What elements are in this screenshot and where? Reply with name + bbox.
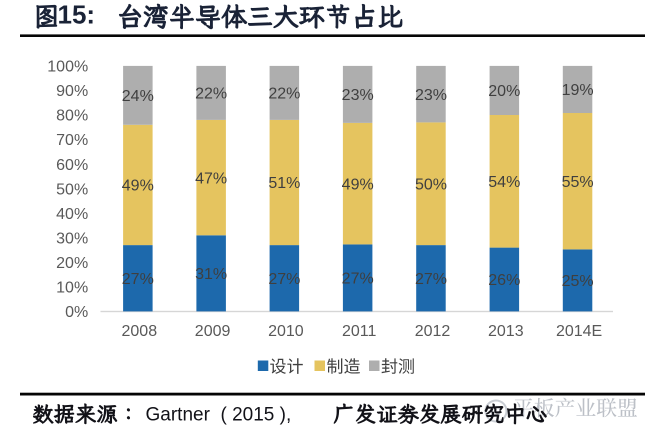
svg-text:80%: 80% <box>56 108 88 125</box>
svg-text:2011: 2011 <box>342 323 377 340</box>
svg-text:30%: 30% <box>56 230 88 247</box>
svg-text:49%: 49% <box>122 178 154 195</box>
svg-text:24%: 24% <box>122 88 154 105</box>
svg-text:55%: 55% <box>562 174 594 191</box>
svg-text:10%: 10% <box>56 280 88 297</box>
svg-text:2008: 2008 <box>122 323 158 340</box>
svg-text:20%: 20% <box>56 255 88 272</box>
svg-text:60%: 60% <box>56 157 88 174</box>
svg-text:47%: 47% <box>195 170 227 187</box>
svg-text:2009: 2009 <box>195 323 231 340</box>
svg-text:2010: 2010 <box>268 323 304 340</box>
svg-text:100%: 100% <box>47 59 88 76</box>
svg-text:27%: 27% <box>342 271 374 288</box>
svg-text:15:: 15: <box>58 0 96 30</box>
svg-text:2013: 2013 <box>488 323 524 340</box>
svg-text:50%: 50% <box>56 181 88 198</box>
svg-text:22%: 22% <box>195 86 227 103</box>
svg-text:51%: 51% <box>268 175 300 192</box>
svg-text:27%: 27% <box>415 271 447 288</box>
svg-text:40%: 40% <box>56 206 88 223</box>
svg-text:26%: 26% <box>488 272 520 289</box>
svg-text:22%: 22% <box>268 86 300 103</box>
svg-text:70%: 70% <box>56 132 88 149</box>
svg-text:23%: 23% <box>415 87 447 104</box>
svg-text:50%: 50% <box>415 176 447 193</box>
svg-text:20%: 20% <box>488 83 520 100</box>
svg-text:2012: 2012 <box>415 323 451 340</box>
svg-text:23%: 23% <box>342 87 374 104</box>
svg-text:Gartner ( 2015 ),: Gartner ( 2015 ), <box>146 405 292 426</box>
svg-text:0%: 0% <box>65 304 88 321</box>
svg-text:19%: 19% <box>562 82 594 99</box>
svg-text:27%: 27% <box>122 271 154 288</box>
svg-text:54%: 54% <box>488 174 520 191</box>
svg-text:31%: 31% <box>195 266 227 283</box>
svg-text:25%: 25% <box>562 273 594 290</box>
svg-text:27%: 27% <box>268 271 300 288</box>
svg-text:90%: 90% <box>56 83 88 100</box>
svg-text:2014E: 2014E <box>556 323 602 340</box>
svg-text:49%: 49% <box>342 176 374 193</box>
